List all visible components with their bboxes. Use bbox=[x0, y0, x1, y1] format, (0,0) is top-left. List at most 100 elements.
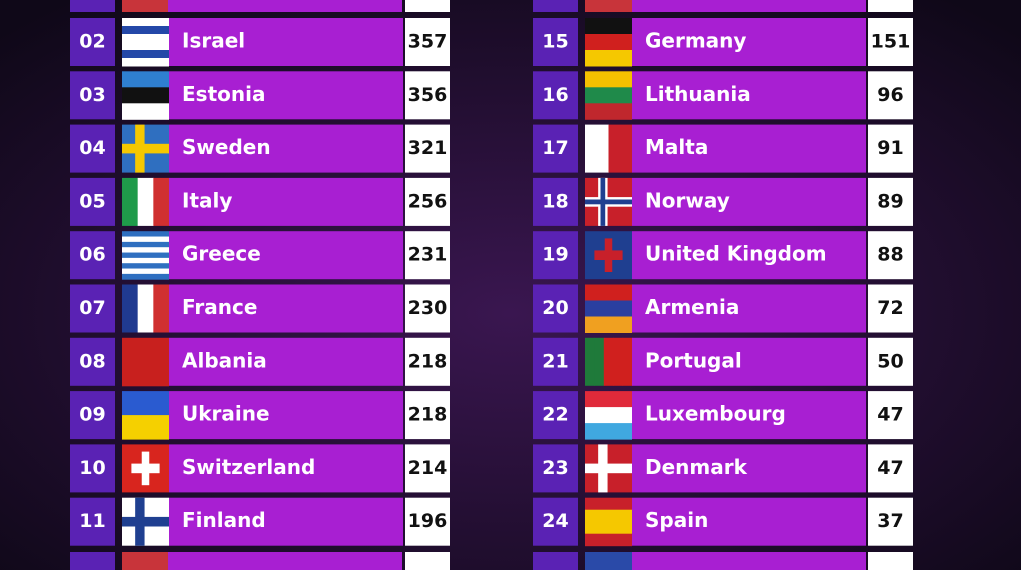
rank-box bbox=[70, 284, 115, 333]
points-box bbox=[868, 444, 913, 493]
flag-stripe bbox=[122, 241, 169, 248]
flag-stripe bbox=[122, 247, 169, 254]
flag-stripe bbox=[122, 391, 169, 416]
flag-stripe bbox=[122, 34, 169, 43]
rank-box bbox=[70, 391, 115, 440]
points-box bbox=[405, 177, 450, 226]
rank: 04 bbox=[79, 137, 105, 159]
flag-stripe bbox=[122, 337, 169, 387]
country-name: Estonia bbox=[182, 82, 265, 106]
country-name: Malta bbox=[645, 135, 708, 159]
flag-stripe bbox=[122, 415, 169, 440]
flag-plus bbox=[131, 463, 160, 474]
country-name: Switzerland bbox=[182, 455, 315, 479]
flag-stripe bbox=[122, 273, 169, 280]
points: 214 bbox=[408, 457, 448, 479]
flag-stripe bbox=[585, 391, 632, 408]
flag-stripe bbox=[122, 58, 169, 67]
rank: 05 bbox=[79, 190, 105, 212]
flag-stripe bbox=[585, 50, 632, 67]
flag-stripe bbox=[122, 231, 169, 238]
name-bar bbox=[632, 497, 866, 546]
name-bar bbox=[169, 177, 403, 226]
flag-stripe bbox=[585, 71, 632, 88]
name-bar bbox=[169, 391, 403, 440]
points-box bbox=[405, 124, 450, 173]
points-box bbox=[405, 71, 450, 120]
points: 91 bbox=[877, 137, 903, 159]
rank-box bbox=[70, 18, 115, 66]
flag-stripe bbox=[122, 177, 139, 226]
flag-stripe bbox=[153, 177, 170, 226]
points: 357 bbox=[408, 31, 448, 53]
flag-stripe bbox=[585, 103, 632, 120]
rank-box bbox=[533, 124, 578, 173]
flag-stripe bbox=[613, 337, 624, 386]
name-bar bbox=[632, 71, 866, 120]
points-box bbox=[868, 391, 913, 440]
rank-box bbox=[533, 444, 578, 493]
country-name: Finland bbox=[182, 508, 266, 532]
rank-box bbox=[533, 177, 578, 226]
name-bar bbox=[169, 231, 403, 280]
rank-box bbox=[70, 444, 115, 493]
rank: 19 bbox=[542, 244, 568, 266]
points-box bbox=[405, 497, 450, 546]
points: 151 bbox=[871, 31, 911, 53]
points-box bbox=[405, 337, 450, 386]
rank: 02 bbox=[79, 31, 105, 53]
name-bar bbox=[169, 18, 403, 66]
points-box bbox=[405, 391, 450, 440]
flag-stripe bbox=[585, 509, 632, 523]
points: 218 bbox=[408, 404, 448, 426]
country-name: Greece bbox=[182, 242, 261, 266]
flag-stripe bbox=[122, 18, 169, 27]
rank-box bbox=[533, 391, 578, 440]
name-bar bbox=[632, 391, 866, 440]
flag-stripe bbox=[585, 423, 632, 440]
points-box bbox=[868, 231, 913, 280]
rank: 17 bbox=[542, 137, 568, 159]
rank: 08 bbox=[79, 350, 105, 372]
scoreboard-row: 20 Armenia 72 bbox=[533, 284, 913, 333]
flag-stripe bbox=[585, 34, 632, 51]
scoreboard-row: 22 Luxembourg 47 bbox=[533, 391, 913, 440]
flag-cross bbox=[585, 463, 632, 474]
flag-stripe bbox=[594, 337, 605, 386]
points-box bbox=[868, 18, 913, 66]
rank-box bbox=[533, 71, 578, 120]
country-name: Luxembourg bbox=[645, 402, 786, 426]
name-bar bbox=[632, 444, 866, 493]
flag-plus bbox=[594, 250, 623, 260]
flag-stripe bbox=[122, 71, 169, 88]
points: 89 bbox=[877, 190, 903, 212]
flag-stripe bbox=[137, 284, 154, 333]
scoreboard-row: 04 Sweden 321 bbox=[70, 124, 450, 173]
flag-stripe bbox=[122, 26, 169, 35]
rank: 22 bbox=[542, 404, 568, 426]
flag-stripe bbox=[122, 236, 169, 243]
name-bar bbox=[632, 284, 866, 333]
rank: 21 bbox=[542, 350, 568, 372]
rank: 20 bbox=[542, 297, 568, 319]
rank-box bbox=[70, 177, 115, 226]
flag-stripe bbox=[585, 533, 632, 547]
scoreboard-row: 17 Malta 91 bbox=[533, 124, 913, 173]
scoreboard-row: 21 Portugal 50 bbox=[533, 337, 913, 386]
rank: 15 bbox=[542, 31, 568, 53]
rank-box bbox=[70, 497, 115, 546]
country-name: Germany bbox=[645, 29, 746, 53]
flag-stripe bbox=[585, 497, 632, 511]
country-name: Denmark bbox=[645, 455, 748, 479]
scoreboard-row: 11 Finland 196 bbox=[70, 497, 450, 546]
scoreboard-row: 02 Israel 357 bbox=[70, 18, 450, 67]
flag-stripe bbox=[122, 268, 169, 275]
flag-stripe bbox=[585, 521, 632, 535]
flag-stripe bbox=[122, 87, 169, 104]
points-box bbox=[405, 284, 450, 333]
rank-box bbox=[70, 337, 115, 386]
country-name: France bbox=[182, 295, 257, 319]
rank: 16 bbox=[542, 84, 568, 106]
flag-stripe bbox=[122, 257, 169, 264]
